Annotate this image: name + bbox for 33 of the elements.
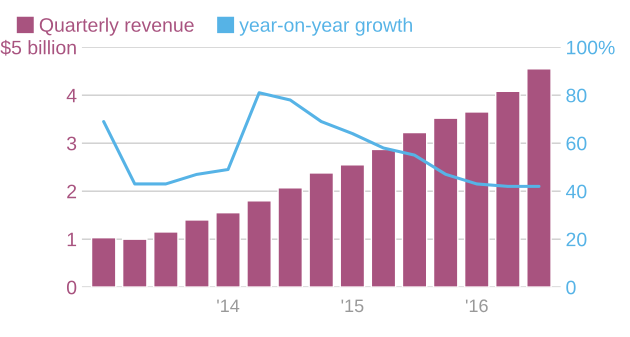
y2-tick-label: 0: [566, 280, 576, 294]
y-tick-label: 1: [68, 232, 76, 246]
bar: [122, 238, 148, 288]
bar: [277, 187, 304, 288]
bar: [184, 219, 210, 288]
y2-tick-label: 20: [566, 232, 586, 246]
y2-tick-label: 100%: [567, 40, 615, 54]
legend-label: Quarterly revenue: [40, 18, 194, 36]
y-tick-label: 3: [66, 136, 76, 150]
bar: [432, 118, 458, 288]
bar: [90, 237, 116, 288]
x-tick-label: '14: [217, 300, 240, 312]
x-tick-label: '15: [342, 300, 364, 312]
bar: [495, 90, 521, 288]
bar: [215, 212, 241, 288]
bar: [402, 132, 428, 288]
y-tick-label: 2: [67, 184, 76, 198]
legend-label: year-on-year growth: [239, 18, 412, 36]
y2-tick-label: 80: [566, 88, 586, 102]
x-tick-label: '16: [466, 299, 488, 312]
bar: [526, 68, 552, 288]
line-series: [102, 91, 540, 188]
bar: [464, 111, 490, 288]
y2-tick-label: 40: [566, 184, 586, 198]
bar: [340, 164, 366, 288]
y-tick-label: 4: [66, 88, 76, 102]
y-tick-label: 0: [66, 280, 76, 294]
bar: [370, 148, 396, 288]
y2-tick-label: 60: [566, 136, 586, 150]
bar: [246, 200, 272, 288]
bar: [153, 231, 179, 288]
y-tick-label: $5 billion: [0, 40, 76, 56]
bar: [308, 172, 334, 288]
